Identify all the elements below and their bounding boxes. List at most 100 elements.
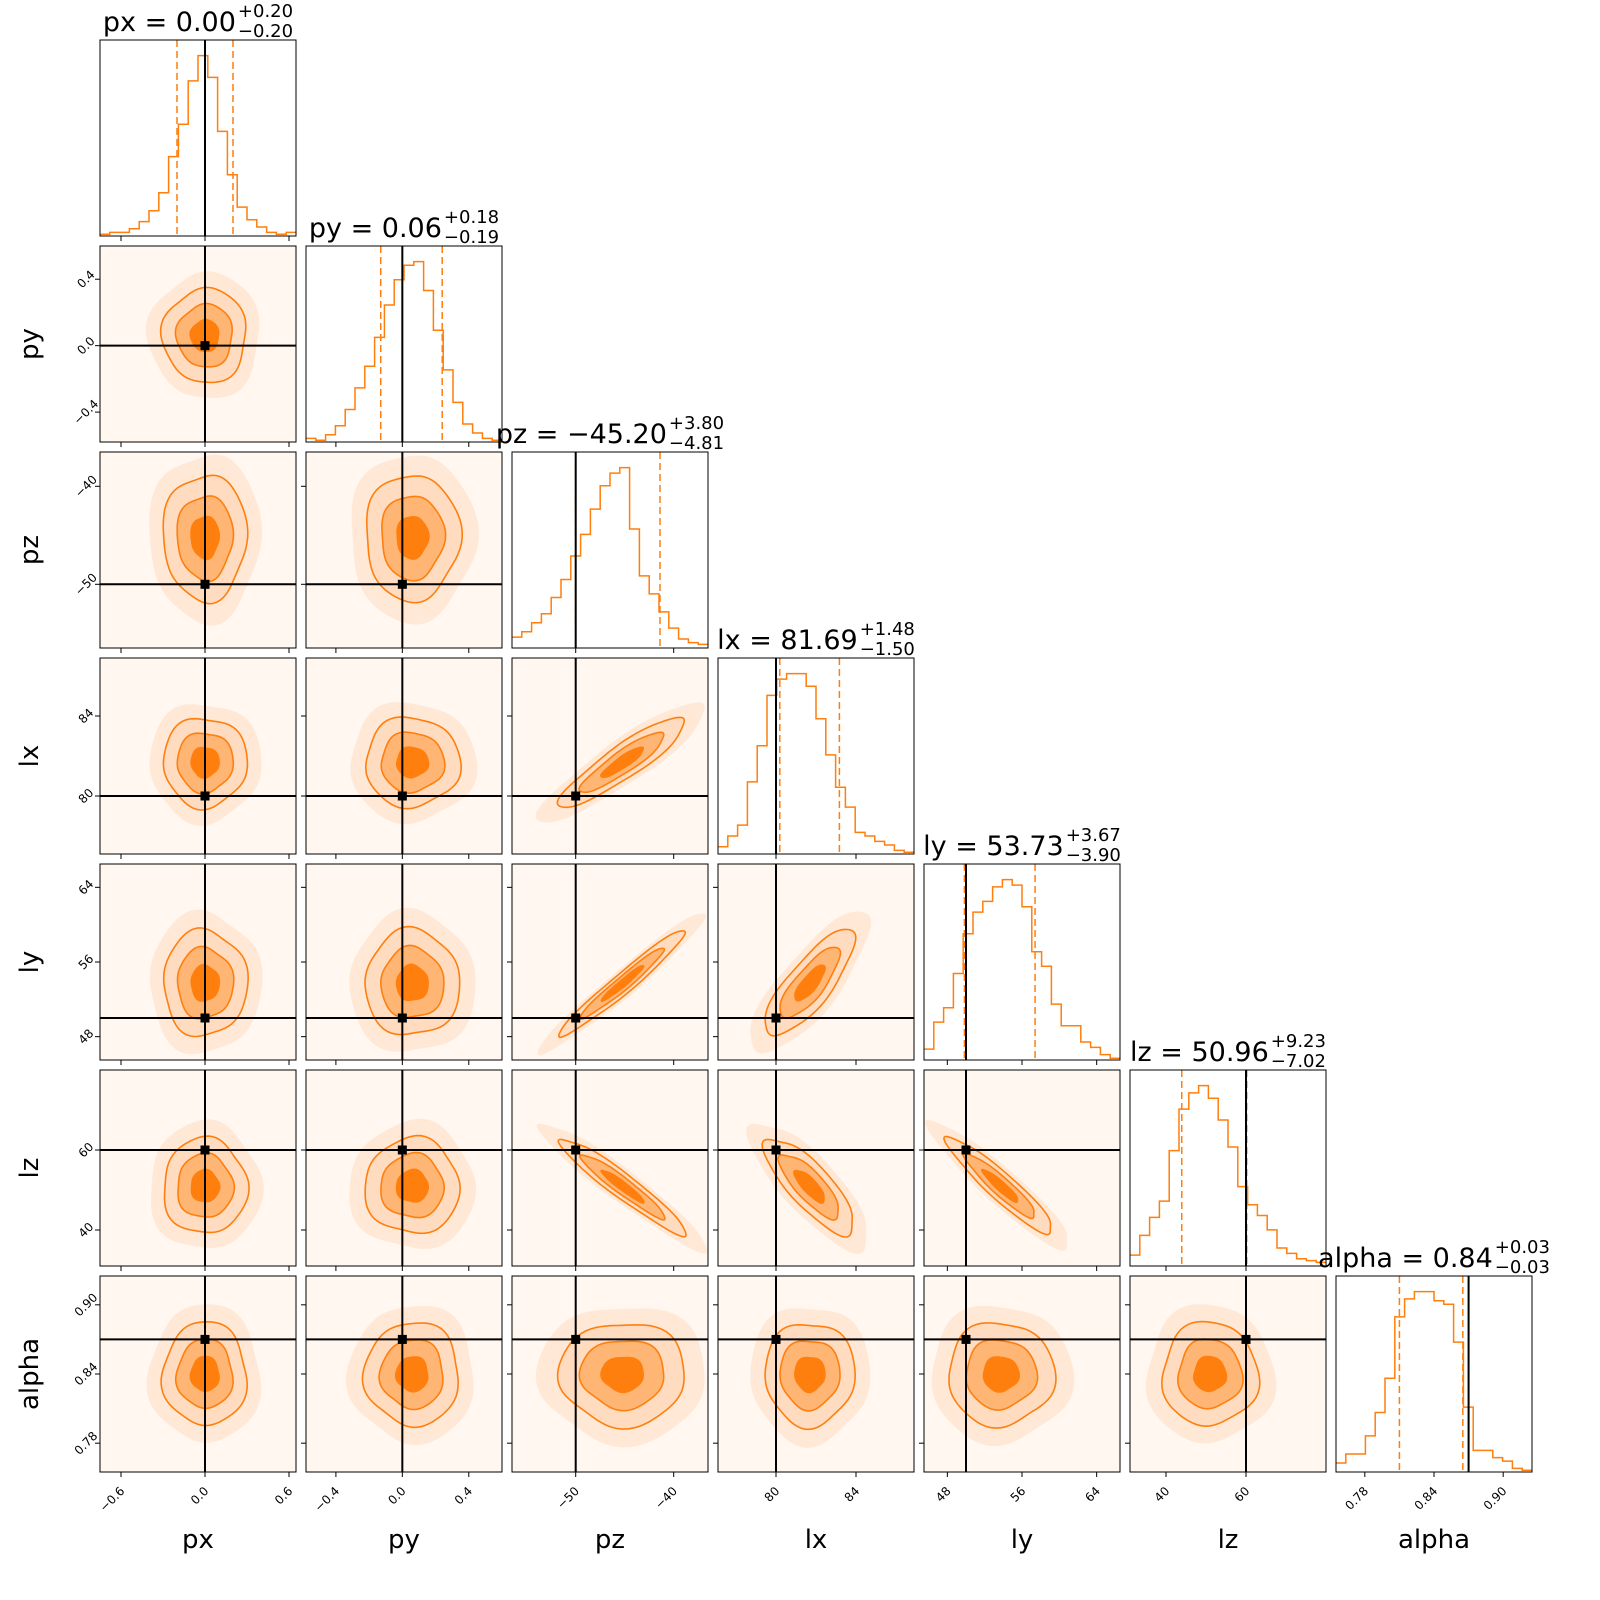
histogram-step-lx (718, 672, 914, 853)
x-axis-label-px: px (182, 1525, 214, 1555)
contour-level-4 (395, 1168, 430, 1203)
title-minus: −1.50 (860, 639, 915, 660)
x-axis-label-ly: ly (1011, 1525, 1034, 1555)
contour-panel-pz-alpha (511, 1275, 709, 1473)
x-tick-label: 40 (1152, 1484, 1173, 1505)
contour-level-4 (600, 1169, 645, 1204)
contour-level-4 (793, 1169, 825, 1204)
truth-marker (200, 341, 210, 351)
title-text: alpha = 0.84 (1318, 1243, 1493, 1274)
truth-marker (200, 1145, 210, 1155)
panel-frame (305, 1069, 503, 1267)
x-tick-label: 0.6 (272, 1484, 295, 1507)
title-plus: +9.23 (1271, 1031, 1326, 1052)
contour-panel-pz-ly (511, 863, 709, 1061)
contour-panel-lx-ly (717, 863, 915, 1061)
y-tick-label: 40 (76, 1220, 97, 1241)
x-tick-label: 0.78 (1342, 1484, 1371, 1513)
x-tick-label: −40 (652, 1484, 680, 1512)
y-tick-label: 48 (76, 1026, 97, 1047)
title-plus: +0.18 (444, 207, 499, 228)
x-tick-label: 84 (842, 1484, 863, 1505)
contour-panel-ly-lz (923, 1069, 1121, 1267)
contour-level-4 (600, 746, 644, 778)
y-tick-label: 56 (76, 952, 97, 973)
x-tick-label: 0.4 (452, 1484, 475, 1507)
contour-panel-px-lz (99, 1069, 297, 1267)
histogram-step-lz (1130, 1084, 1326, 1264)
contour-level-4 (396, 515, 430, 560)
contour-panel-lz-alpha (1129, 1275, 1327, 1473)
panel-title-lx: lx = 81.69 +1.48−1.50 (717, 619, 915, 660)
contour-panel-px-pz (99, 451, 297, 649)
panel-frame (305, 245, 503, 443)
contour-level-4 (600, 965, 645, 1002)
panel-frame (1129, 1069, 1327, 1267)
panel-title-px: px = 0.00 +0.20−0.20 (103, 1, 293, 42)
panel-frame (717, 1069, 915, 1267)
title-text: py = 0.06 (309, 213, 442, 244)
panel-title-py: py = 0.06 +0.18−0.19 (309, 207, 499, 248)
panel-frame (511, 657, 709, 855)
truth-marker (397, 791, 407, 801)
truth-marker (571, 1334, 581, 1344)
title-plus: +0.20 (238, 1, 293, 22)
x-tick-label: 48 (933, 1484, 954, 1505)
contour-panel-py-pz (305, 451, 503, 649)
panel-frame (99, 1069, 297, 1267)
title-text: lz = 50.96 (1130, 1037, 1269, 1068)
y-tick-label: 0.0 (74, 334, 97, 357)
panel-frame (99, 657, 297, 855)
title-minus: −0.19 (444, 227, 499, 248)
histogram-panel-lz (1129, 1069, 1327, 1267)
title-text: ly = 53.73 (923, 831, 1064, 862)
y-tick-label: −50 (72, 570, 100, 598)
y-tick-label: 0.4 (74, 268, 97, 291)
contour-panel-lx-alpha (717, 1275, 915, 1473)
x-axis-label-lx: lx (805, 1525, 828, 1555)
truth-marker (771, 1145, 781, 1155)
y-axis-label-ly: ly (15, 951, 45, 974)
x-tick-label: 0.84 (1412, 1484, 1441, 1513)
truth-marker (397, 1013, 407, 1023)
panel-title-lz: lz = 50.96 +9.23−7.02 (1130, 1031, 1326, 1072)
y-axis-label-alpha: alpha (15, 1338, 45, 1410)
y-tick-label: 64 (76, 877, 97, 898)
contour-level-4 (980, 1168, 1019, 1204)
x-tick-label: 64 (1082, 1484, 1103, 1505)
title-plus: +0.03 (1495, 1237, 1550, 1258)
x-tick-label: −0.6 (97, 1484, 128, 1515)
truth-marker (771, 1013, 781, 1023)
y-axis-label-lx: lx (15, 745, 45, 768)
histogram-step-py (306, 260, 502, 441)
contour-level-4 (396, 746, 430, 779)
panel-title-alpha: alpha = 0.84 +0.03−0.03 (1318, 1237, 1550, 1278)
contour-level-4 (395, 963, 429, 1002)
contour-panel-px-ly (99, 863, 297, 1061)
title-minus: −0.20 (238, 21, 293, 42)
contour-panel-py-alpha (305, 1275, 503, 1473)
y-axis-label-py: py (15, 328, 45, 360)
y-tick-label: 84 (76, 706, 97, 727)
histogram-panel-px (99, 39, 297, 237)
x-axis-label-alpha: alpha (1398, 1525, 1470, 1555)
histogram-step-alpha (1336, 1290, 1532, 1471)
histogram-panel-alpha (1335, 1275, 1533, 1473)
density-background (512, 864, 708, 1060)
x-tick-label: −50 (554, 1484, 582, 1512)
truth-marker (200, 791, 210, 801)
contour-panel-py-lx (305, 657, 503, 855)
y-axis-label-lz: lz (15, 1158, 45, 1179)
x-axis-label-lz: lz (1218, 1525, 1239, 1555)
contour-panel-lx-lz (717, 1069, 915, 1267)
contour-panel-pz-lx (511, 657, 709, 855)
contour-level-4 (982, 1356, 1021, 1393)
panel-title-ly: ly = 53.73 +3.67−3.90 (923, 825, 1121, 866)
x-axis-label-pz: pz (595, 1525, 625, 1555)
contour-level-4 (794, 964, 826, 1002)
truth-marker (200, 1334, 210, 1344)
x-tick-label: 0.0 (188, 1484, 211, 1507)
y-axis-label-pz: pz (15, 535, 45, 565)
contour-panel-py-lz (305, 1069, 503, 1267)
panel-title-pz: pz = −45.20 +3.80−4.81 (496, 413, 724, 454)
